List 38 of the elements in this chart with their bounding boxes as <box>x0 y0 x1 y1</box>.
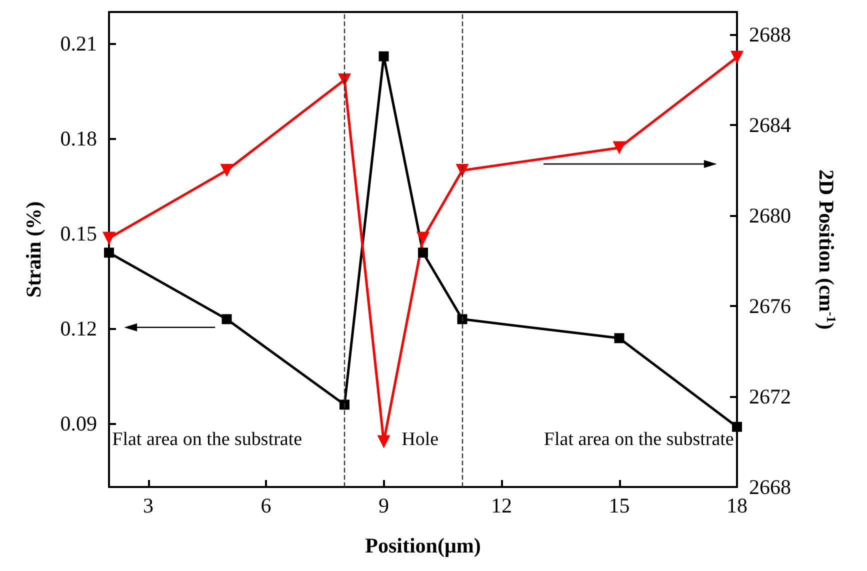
point <box>338 73 351 86</box>
annotation: Flat area on the substrate <box>544 428 734 450</box>
annotation: Flat area on the substrate <box>112 428 302 450</box>
y-tick-label: 0.18 <box>60 126 97 151</box>
x-tick-label: 6 <box>260 494 272 518</box>
point <box>220 164 234 177</box>
y-tick-label: 0.09 <box>60 412 97 436</box>
y2-tick-label: 2680 <box>749 204 791 228</box>
x-tick-label: 9 <box>378 494 389 518</box>
annotation: Hole <box>402 428 439 450</box>
point <box>378 51 389 62</box>
y2-tick-label: 2676 <box>749 294 791 318</box>
point <box>104 248 114 258</box>
x-tick-label: 15 <box>608 494 630 518</box>
point <box>102 232 116 245</box>
point <box>732 422 742 432</box>
x-tick-label: 18 <box>726 494 748 518</box>
point <box>614 333 624 344</box>
point <box>222 314 232 324</box>
x-tick-label: 12 <box>491 494 512 518</box>
point <box>457 314 468 324</box>
y-tick-label: 0.15 <box>60 222 97 246</box>
y-tick-label: 0.12 <box>60 316 97 341</box>
point <box>730 50 744 64</box>
x-tick-label: 3 <box>143 494 154 518</box>
y2-axis-title: 2D Position (cm-1) <box>814 169 839 330</box>
y2-tick-label: 2672 <box>749 384 791 409</box>
y2-tick-label: 2668 <box>749 475 791 499</box>
y2-tick-label: 2688 <box>749 22 791 47</box>
y2-tick-label: 2684 <box>749 113 792 138</box>
point <box>418 248 428 258</box>
y-tick-label: 0.21 <box>60 32 97 56</box>
x-axis-title: Position(μm) <box>365 534 481 558</box>
point <box>340 400 350 410</box>
point <box>612 141 626 154</box>
point <box>416 232 430 245</box>
y-axis-title: Strain (%) <box>22 201 46 298</box>
point <box>377 435 390 448</box>
